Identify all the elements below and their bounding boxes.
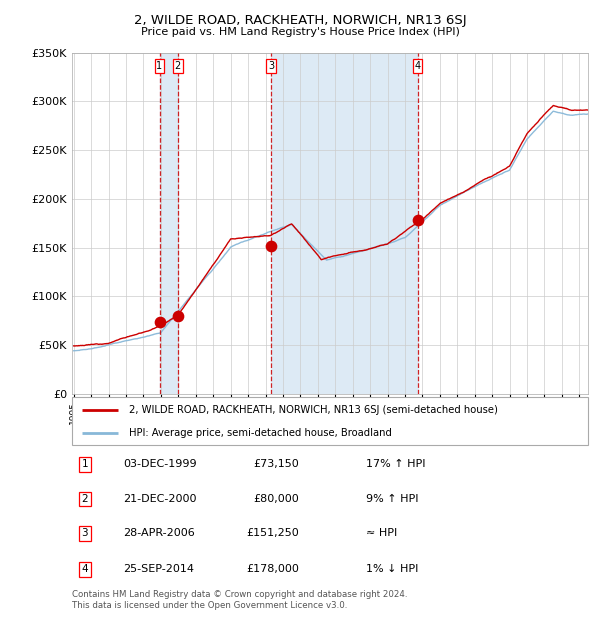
Point [173, 311, 182, 321]
Text: 3: 3 [82, 528, 88, 538]
Point [155, 317, 164, 327]
Text: 3: 3 [268, 61, 274, 71]
Text: 9% ↑ HPI: 9% ↑ HPI [366, 494, 419, 504]
Text: Contains HM Land Registry data © Crown copyright and database right 2024.
This d: Contains HM Land Registry data © Crown c… [72, 590, 407, 609]
Text: £80,000: £80,000 [253, 494, 299, 504]
Bar [160, 53, 178, 394]
Bar [271, 53, 418, 394]
FancyBboxPatch shape [72, 397, 588, 445]
Text: £178,000: £178,000 [246, 564, 299, 574]
Text: 28-APR-2006: 28-APR-2006 [124, 528, 196, 538]
Text: £73,150: £73,150 [253, 459, 299, 469]
Text: 2, WILDE ROAD, RACKHEATH, NORWICH, NR13 6SJ: 2, WILDE ROAD, RACKHEATH, NORWICH, NR13 … [134, 14, 466, 27]
Text: £151,250: £151,250 [246, 528, 299, 538]
Text: 2: 2 [175, 61, 181, 71]
Text: 25-SEP-2014: 25-SEP-2014 [124, 564, 194, 574]
Text: Price paid vs. HM Land Registry's House Price Index (HPI): Price paid vs. HM Land Registry's House … [140, 27, 460, 37]
Text: 2: 2 [82, 494, 88, 504]
Text: 03-DEC-1999: 03-DEC-1999 [124, 459, 197, 469]
Text: 4: 4 [82, 564, 88, 574]
Point [413, 215, 422, 225]
Text: 21-DEC-2000: 21-DEC-2000 [124, 494, 197, 504]
Text: 1: 1 [157, 61, 163, 71]
Text: HPI: Average price, semi-detached house, Broadland: HPI: Average price, semi-detached house,… [129, 428, 392, 438]
Text: 17% ↑ HPI: 17% ↑ HPI [366, 459, 425, 469]
Text: ≈ HPI: ≈ HPI [366, 528, 397, 538]
Text: 1: 1 [82, 459, 88, 469]
Point [266, 241, 276, 251]
Text: 2, WILDE ROAD, RACKHEATH, NORWICH, NR13 6SJ (semi-detached house): 2, WILDE ROAD, RACKHEATH, NORWICH, NR13 … [129, 405, 497, 415]
Text: 1% ↓ HPI: 1% ↓ HPI [366, 564, 418, 574]
Text: 4: 4 [415, 61, 421, 71]
